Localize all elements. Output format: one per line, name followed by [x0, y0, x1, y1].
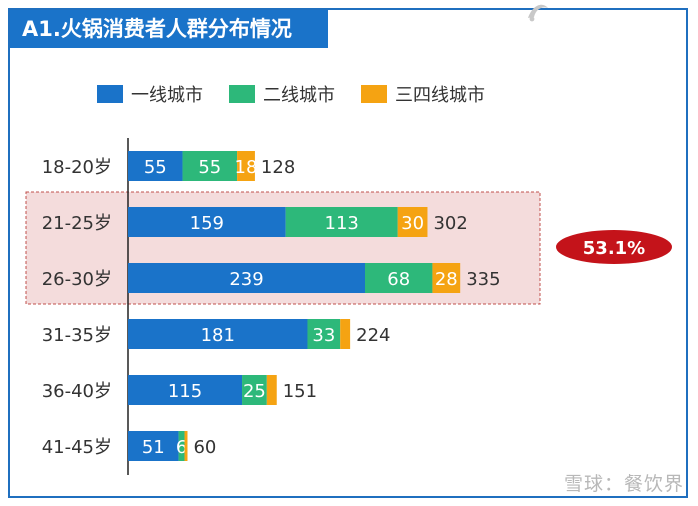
- category-label: 36-40岁: [42, 381, 112, 402]
- legend-swatch-tier2: [229, 85, 255, 103]
- bar-segment-1: [128, 207, 286, 237]
- bar-total-label: 60: [193, 437, 216, 458]
- legend-swatch-tier1: [97, 85, 123, 103]
- bar-segment-2: [178, 431, 185, 461]
- legend-label-tier1: 一线城市: [131, 85, 203, 106]
- legend-item-tier1: 一线城市: [97, 81, 203, 107]
- bar-value-label: 55: [144, 157, 167, 178]
- category-label: 21-25岁: [42, 213, 112, 234]
- legend-swatch-tier3: [361, 85, 387, 103]
- bar-value-label: 68: [387, 269, 410, 290]
- bar-segment-2: [307, 319, 341, 349]
- bar-total-label: 224: [356, 325, 390, 346]
- bar-segment-1: [128, 375, 243, 405]
- bar-segment-1: [128, 151, 183, 181]
- bar-segment-3: [432, 263, 461, 293]
- category-label: 31-35岁: [42, 325, 112, 346]
- bar-value-label: 6: [176, 437, 187, 458]
- bar-total-label: 151: [283, 381, 317, 402]
- watermark: 雪球：餐饮界: [563, 473, 684, 495]
- bar-segment-2: [182, 151, 238, 181]
- bar-segment-3: [266, 375, 277, 405]
- bar-segment-3: [237, 151, 255, 181]
- legend-item-tier2: 二线城市: [229, 81, 335, 107]
- bar-segment-2: [242, 375, 267, 405]
- highlight-badge: [556, 230, 672, 264]
- bar-value-label: 115: [168, 381, 202, 402]
- bar-total-label: 128: [261, 157, 295, 178]
- legend-label-tier2: 二线城市: [263, 85, 335, 106]
- bar-total-label: 335: [466, 269, 500, 290]
- bar-segment-3: [340, 319, 351, 349]
- chart-title: A1.火锅消费者人群分布情况: [10, 10, 328, 48]
- bar-value-label: 181: [201, 325, 235, 346]
- bar-segment-2: [285, 207, 398, 237]
- category-label: 18-20岁: [42, 157, 112, 178]
- bar-segment-1: [128, 319, 308, 349]
- bar-value-label: 55: [198, 157, 221, 178]
- category-label: 41-45岁: [42, 437, 112, 458]
- bar-total-label: 302: [433, 213, 467, 234]
- bar-value-label: 113: [325, 213, 359, 234]
- bar-segment-3: [397, 207, 428, 237]
- bar-segment-1: [128, 263, 365, 293]
- bar-segment-2: [365, 263, 433, 293]
- bar-value-label: 239: [229, 269, 263, 290]
- bar-value-label: 51: [142, 437, 165, 458]
- bar-value-label: 33: [312, 325, 335, 346]
- bar-value-label: 30: [401, 213, 424, 234]
- legend: 一线城市 二线城市 三四线城市: [97, 82, 485, 106]
- legend-label-tier3: 三四线城市: [395, 85, 485, 106]
- category-label: 26-30岁: [42, 269, 112, 290]
- bar-value-label: 28: [435, 269, 458, 290]
- highlight-badge-label: 53.1%: [583, 238, 645, 259]
- bar-segment-1: [128, 431, 179, 461]
- bar-value-label: 18: [235, 157, 258, 178]
- bar-value-label: 25: [243, 381, 266, 402]
- legend-item-tier3: 三四线城市: [361, 81, 485, 107]
- bar-value-label: 159: [190, 213, 224, 234]
- bar-segment-3: [184, 431, 188, 461]
- snowball-logo-icon: [528, 4, 548, 22]
